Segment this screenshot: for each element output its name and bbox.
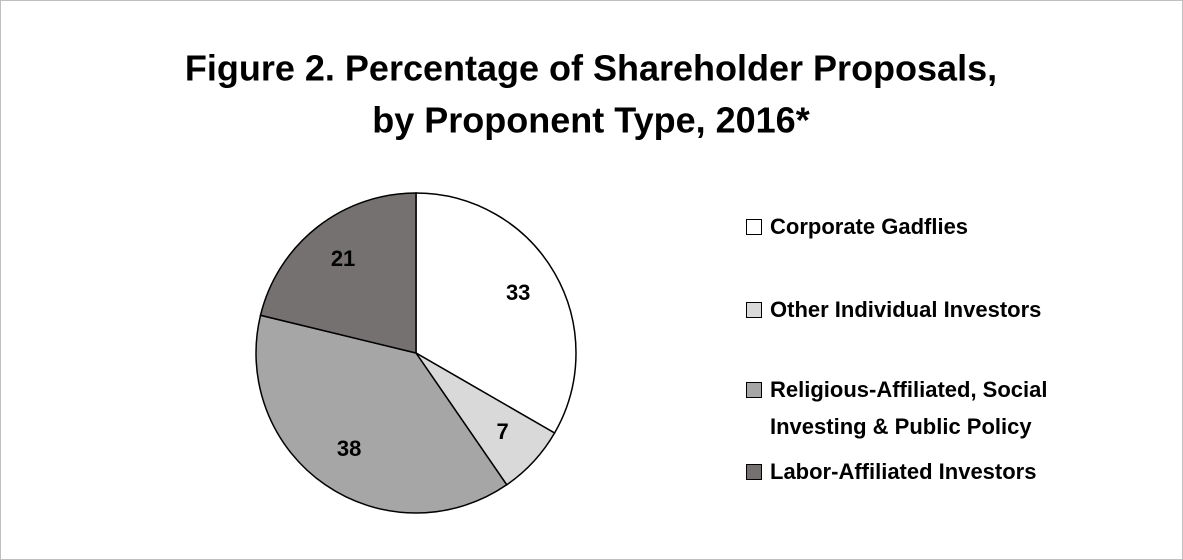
data-label: 7 xyxy=(497,419,509,444)
pie-slice xyxy=(415,192,577,435)
pie-slice xyxy=(259,192,417,354)
data-label: 38 xyxy=(337,436,361,461)
legend-swatch xyxy=(746,464,762,480)
data-label: 21 xyxy=(331,246,355,271)
legend-item: Labor-Affiliated Investors xyxy=(746,453,1076,490)
pie-slice xyxy=(255,314,508,514)
legend-label: Corporate Gadflies xyxy=(770,214,969,239)
legend-swatch xyxy=(746,382,762,398)
data-label: 33 xyxy=(506,280,530,305)
legend-item: Other Individual Investors xyxy=(746,291,1076,328)
legend-swatch xyxy=(746,302,762,318)
chart-title: by Proponent Type, 2016* xyxy=(372,100,809,141)
legend-item: Religious-Affiliated, Social Investing &… xyxy=(746,371,1076,445)
legend-label: Religious-Affiliated, Social Investing &… xyxy=(770,377,1048,439)
chart-title: Figure 2. Percentage of Shareholder Prop… xyxy=(185,48,997,89)
legend-label: Labor-Affiliated Investors xyxy=(770,459,1037,484)
legend-label: Other Individual Investors xyxy=(770,297,1042,322)
legend-swatch xyxy=(746,219,762,235)
legend-item: Corporate Gadflies xyxy=(746,208,1076,245)
